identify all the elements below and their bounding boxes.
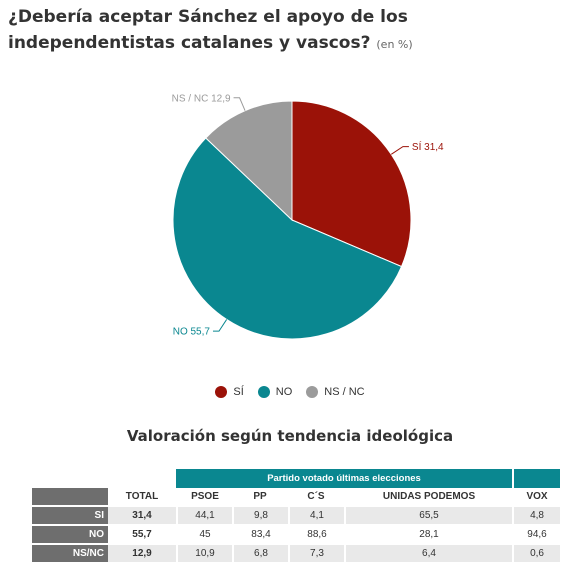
pie-label-si: SÍ 31,4: [412, 140, 444, 153]
pie-chart: SÍ 31,4 NO 55,7 NS / NC 12,9: [172, 93, 444, 340]
col-header-unidas-podemos: UNIDAS PODEMOS: [344, 488, 512, 505]
table-row: NO 55,7 45 83,4 88,6 28,1 94,6: [32, 524, 561, 543]
cell-no-pp: 83,4: [232, 524, 288, 543]
cell-si-psoe: 44,1: [176, 505, 232, 524]
pie-label-no: NO 55,7: [173, 327, 211, 338]
cell-si-up: 65,5: [344, 505, 513, 524]
cell-si-pp: 9,8: [232, 505, 288, 524]
legend-label-si: SÍ: [233, 386, 244, 398]
table-group-header-vox: [512, 469, 561, 488]
legend-swatch-no: [257, 386, 270, 398]
table-row: SI 31,4 44,1 9,8 4,1 65,5 4,8: [32, 505, 561, 524]
row-label-si: SI: [32, 505, 108, 524]
legend-swatch-si: [215, 386, 228, 398]
legend-item-no[interactable]: NO: [257, 386, 293, 398]
col-header-total: TOTAL: [125, 491, 159, 502]
cell-nsnc-psoe: 10,9: [176, 543, 232, 562]
cell-si-cs: 4,1: [288, 505, 344, 524]
cell-nsnc-cs: 7,3: [288, 543, 344, 562]
legend-item-nsnc[interactable]: NS / NC: [306, 386, 365, 398]
cell-no-psoe: 45: [176, 524, 232, 543]
pie-leader-no: [212, 319, 228, 332]
cell-nsnc-up: 6,4: [344, 543, 513, 562]
cell-si-vox: 4,8: [512, 505, 561, 524]
row-label-nsnc: NS/NC: [32, 543, 108, 562]
chart-title-unit: (en %): [376, 38, 413, 51]
col-header-cs: C´S: [307, 491, 325, 502]
table-row: NS/NC 12,9 10,9 6,8 7,3 6,4 0,6: [32, 543, 561, 562]
pie-leader-nsnc: [233, 97, 246, 111]
col-header-pp: PP: [253, 491, 267, 502]
table-column-header-row: TOTAL PSOE PP C´S UNIDAS PODEMOS VOX: [32, 488, 560, 505]
table-title: Valoración según tendencia ideológica: [126, 427, 454, 445]
legend: SÍ NO NS / NC: [0, 386, 580, 398]
legend-label-no: NO: [275, 386, 293, 398]
cell-no-total: 55,7: [108, 524, 176, 543]
legend-item-si[interactable]: SÍ: [215, 386, 244, 398]
row-label-no: NO: [32, 524, 108, 543]
pie-label-nsnc: NS / NC 12,9: [172, 93, 231, 104]
cell-si-total: 31,4: [108, 505, 176, 524]
ideology-table: Partido votado últimas elecciones TOTAL …: [32, 469, 561, 562]
pie-slice-no[interactable]: [172, 137, 403, 340]
table-corner-blank: [32, 469, 108, 488]
chart-title-text: ¿Debería aceptar Sánchez el apoyo de los…: [8, 7, 408, 53]
col-header-vox: VOX: [512, 488, 560, 505]
chart-title: ¿Debería aceptar Sánchez el apoyo de los…: [8, 4, 573, 58]
cell-no-cs: 88,6: [288, 524, 344, 543]
pie-leader-si: [390, 146, 409, 155]
cell-no-vox: 94,6: [512, 524, 561, 543]
cell-nsnc-vox: 0,6: [512, 543, 561, 562]
legend-swatch-nsnc: [306, 386, 319, 398]
cell-nsnc-total: 12,9: [108, 543, 176, 562]
table-total-blank: [108, 469, 176, 488]
cell-nsnc-pp: 6,8: [232, 543, 288, 562]
col-header-psoe: PSOE: [176, 488, 232, 505]
pie-slice-nsnc[interactable]: [205, 100, 293, 222]
legend-label-nsnc: NS / NC: [324, 386, 365, 398]
table-group-header: Partido votado últimas elecciones: [176, 469, 513, 488]
cell-no-up: 28,1: [344, 524, 513, 543]
table-corner-cell: [32, 488, 108, 505]
table-group-header-row: Partido votado últimas elecciones: [32, 469, 561, 488]
